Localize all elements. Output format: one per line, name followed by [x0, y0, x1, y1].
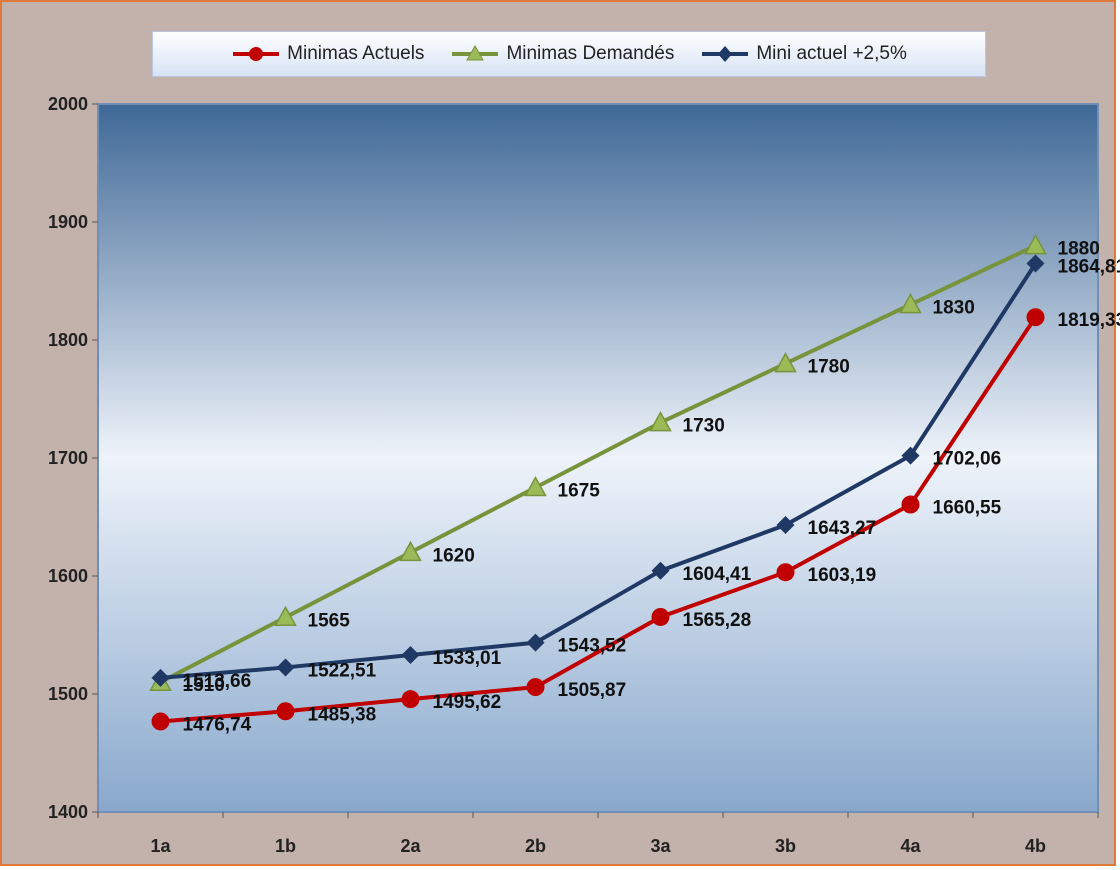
x-tick-label: 2b [525, 836, 546, 856]
data-label: 1513,66 [183, 671, 252, 692]
data-label: 1819,33 [1058, 310, 1120, 331]
data-label: 1565,28 [683, 610, 752, 631]
data-label: 1620 [433, 545, 475, 566]
data-label: 1533,01 [433, 648, 502, 669]
data-point [399, 540, 422, 562]
data-label: 1476,74 [183, 714, 252, 735]
legend-item-minimas-demandes: Minimas Demandés [450, 43, 674, 65]
data-label: 1730 [683, 416, 725, 437]
data-point [899, 293, 922, 314]
data-point [526, 678, 545, 697]
data-label: 1510 [183, 675, 225, 696]
data-point [774, 352, 797, 373]
series-line [160, 316, 1038, 724]
data-point [1026, 308, 1045, 327]
legend-item-mini-actuel: Mini actuel +2,5% [700, 43, 907, 65]
y-tick-label: 1700 [48, 448, 88, 468]
x-tick-label: 3a [650, 836, 671, 856]
data-point [1026, 254, 1045, 273]
data-label: 1604,41 [683, 564, 752, 585]
data-label: 1830 [933, 298, 975, 319]
data-point [651, 607, 670, 626]
series-line [159, 243, 1037, 684]
data-label: 1565 [308, 610, 351, 631]
x-tick-label: 2a [400, 836, 421, 856]
data-point [401, 646, 420, 665]
legend-marker-diamond-icon [702, 46, 749, 62]
data-label: 1780 [808, 357, 850, 378]
data-label: 1522,51 [308, 660, 377, 681]
y-tick-label: 1800 [48, 330, 88, 350]
x-tick-label: 1b [275, 836, 296, 856]
data-point [776, 515, 795, 534]
data-label: 1864,81 [1058, 257, 1120, 278]
legend-label: Minimas Actuels [287, 43, 425, 64]
data-point [276, 658, 295, 677]
series-line [160, 262, 1038, 680]
data-label: 1495,62 [433, 692, 502, 713]
data-label: 1660,55 [933, 498, 1002, 519]
data-label: 1675 [558, 481, 601, 502]
legend-item-minimas-actuels: Minimas Actuels [231, 43, 424, 65]
plot-area [97, 103, 1099, 813]
legend-label: Mini actuel +2,5% [756, 43, 907, 64]
data-point [649, 411, 672, 432]
legend: Minimas Actuels Minimas Demandés Mini ac… [152, 31, 986, 77]
x-tick-label: 4b [1025, 836, 1046, 856]
data-label: 1543,52 [558, 636, 627, 657]
y-tick-label: 1900 [48, 212, 88, 232]
legend-marker-triangle-icon [452, 44, 499, 61]
legend-label: Minimas Demandés [506, 43, 675, 64]
data-point [524, 475, 547, 497]
y-tick-label: 1500 [48, 684, 88, 704]
data-point [151, 668, 170, 687]
x-tick-label: 1a [150, 836, 171, 856]
y-tick-label: 2000 [48, 94, 88, 114]
data-point [901, 495, 920, 514]
data-point [901, 446, 920, 465]
y-tick-label: 1600 [48, 566, 88, 586]
x-tick-label: 4a [900, 836, 921, 856]
x-tick-label: 3b [775, 836, 796, 856]
data-label: 1643,27 [808, 518, 877, 539]
data-point [526, 633, 545, 652]
data-label: 1603,19 [808, 565, 877, 586]
data-label: 1702,06 [933, 449, 1002, 470]
y-tick-label: 1400 [48, 802, 88, 822]
data-label: 1880 [1058, 239, 1100, 260]
data-point [1024, 234, 1047, 255]
data-label: 1485,38 [308, 704, 377, 725]
data-point [651, 561, 670, 580]
data-label: 1505,87 [558, 680, 627, 701]
data-point [776, 563, 795, 582]
data-point [401, 690, 420, 709]
data-point [276, 702, 295, 721]
data-point [274, 605, 297, 627]
data-point [151, 712, 170, 731]
legend-marker-circle-icon [233, 47, 280, 61]
